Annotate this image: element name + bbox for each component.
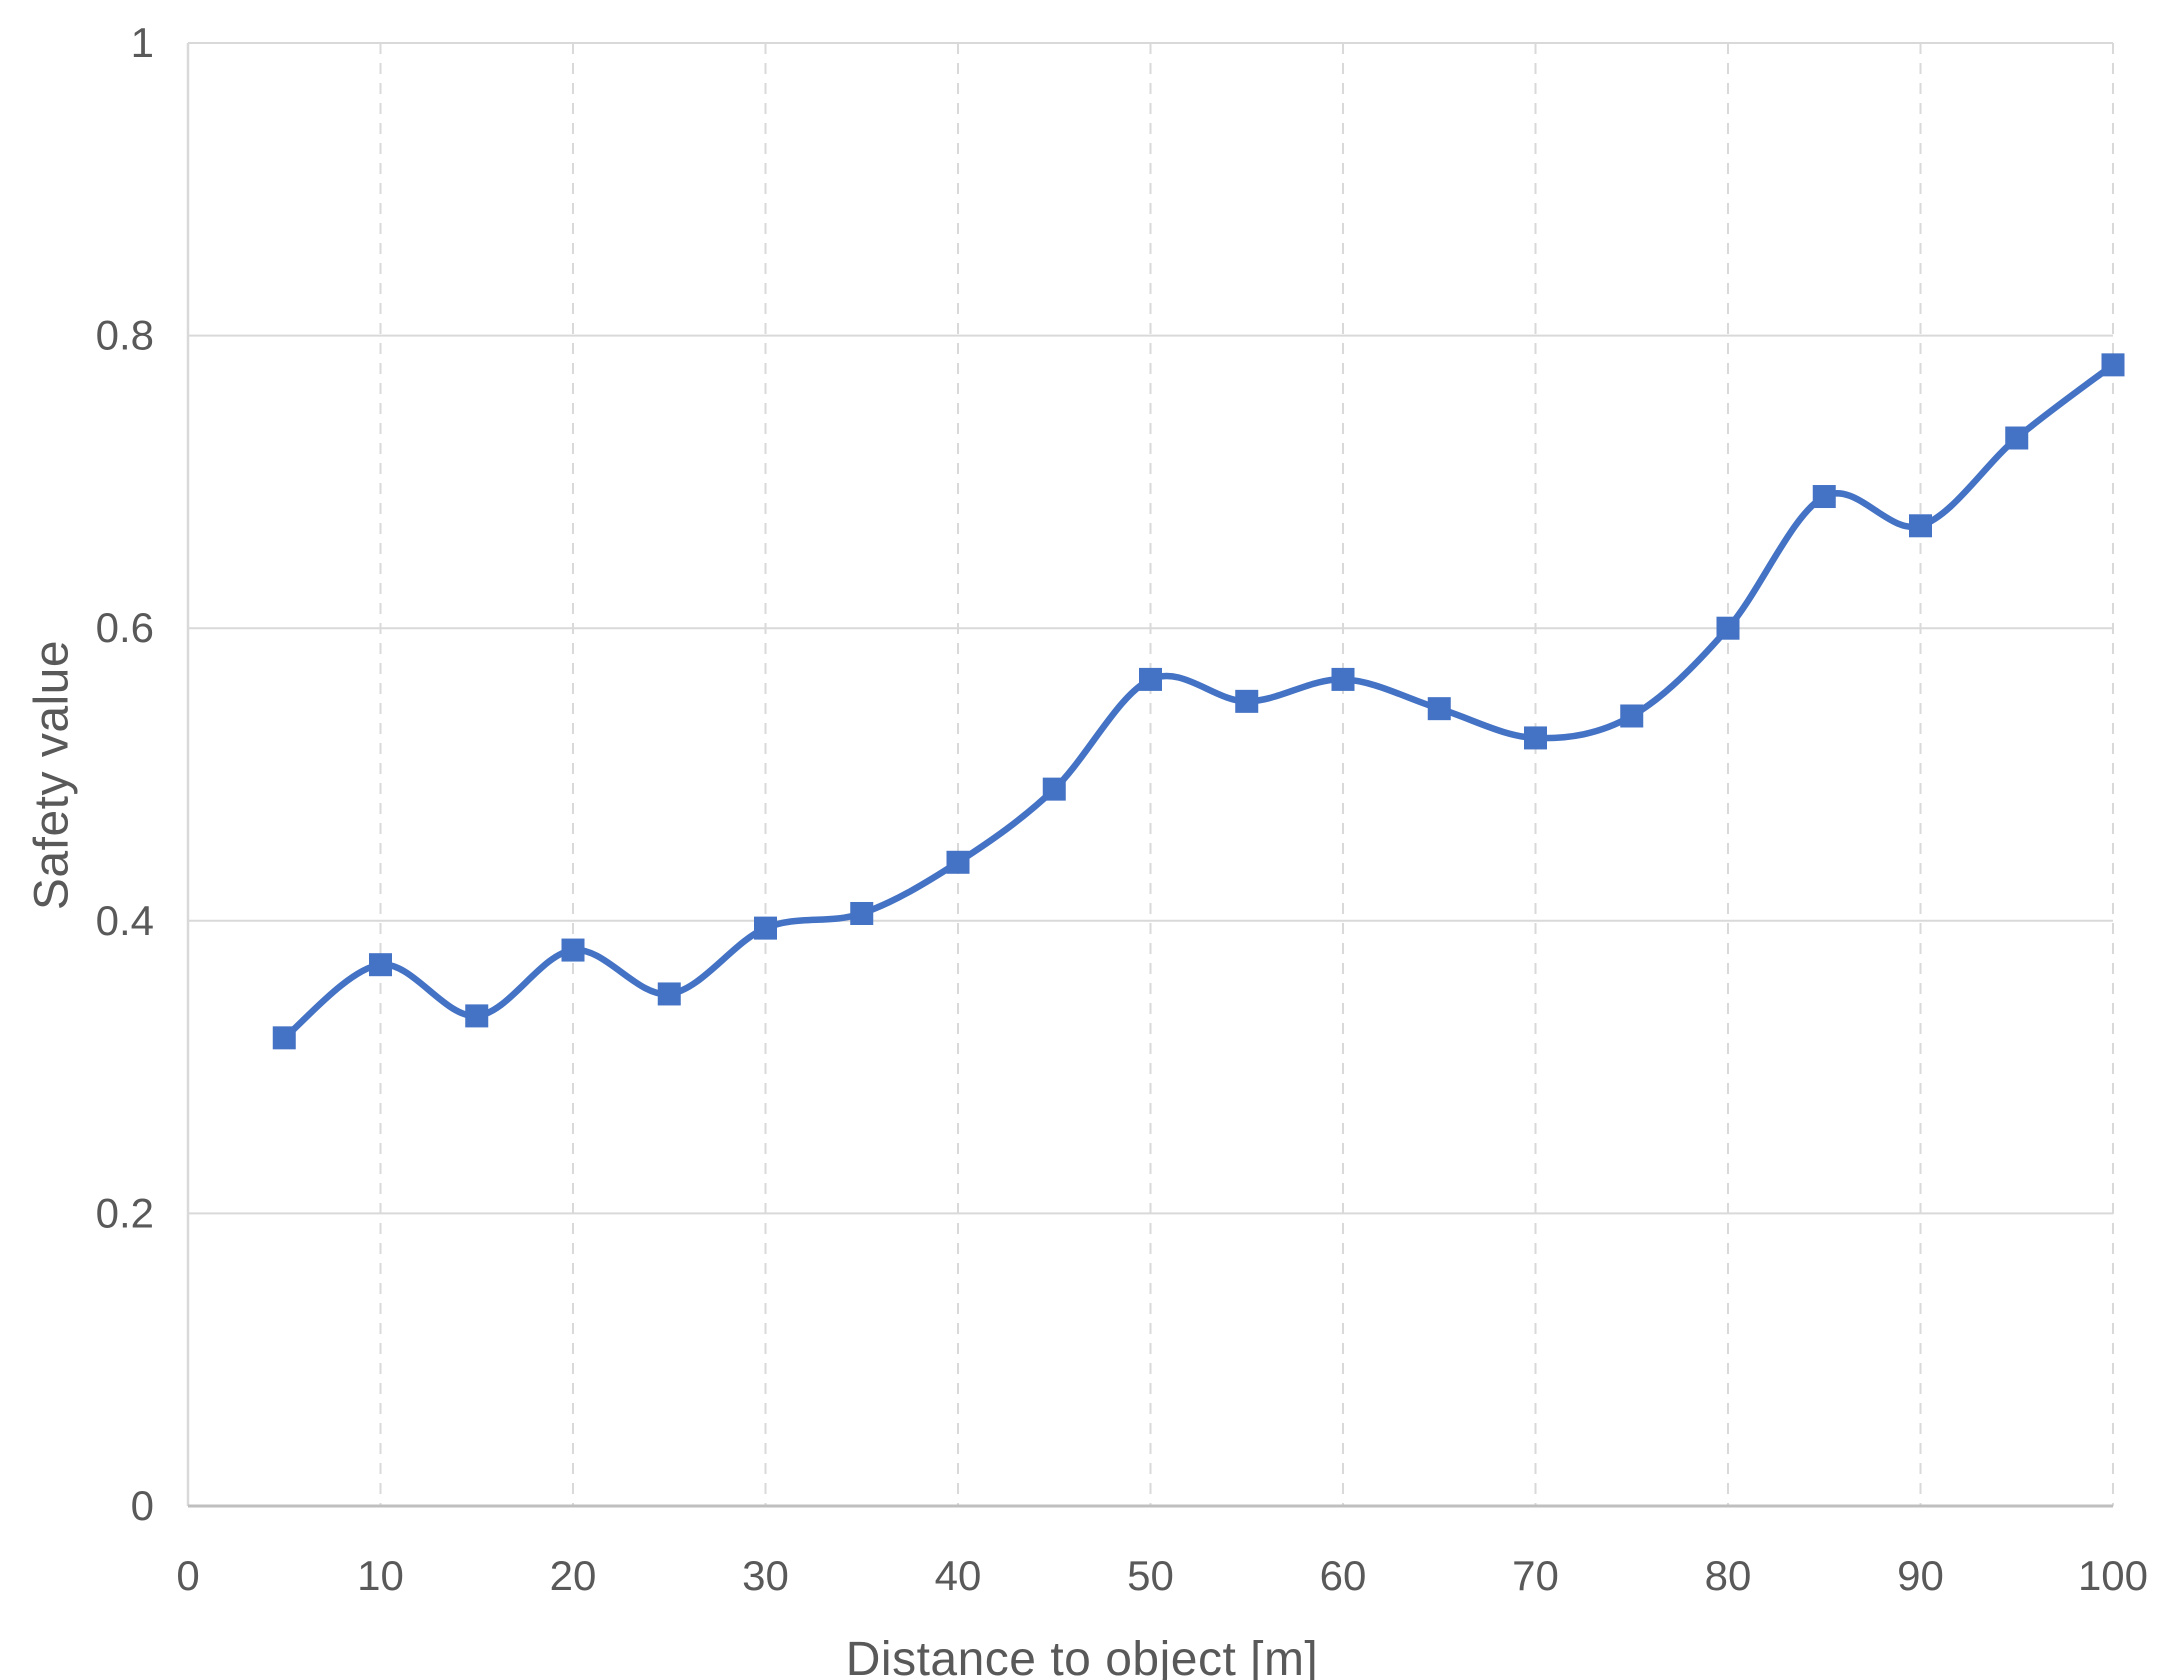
x-tick-label: 10 bbox=[357, 1552, 404, 1599]
x-tick-label: 60 bbox=[1320, 1552, 1367, 1599]
data-point-marker bbox=[1716, 616, 1740, 640]
data-point-marker bbox=[1909, 514, 1932, 538]
gridlines bbox=[188, 42, 2114, 1506]
y-tick-label: 0.6 bbox=[96, 604, 154, 651]
tick-labels: 0 10 20 30 40 50 60 70 80 90 100 0 0.2 0.4 0.6 0.8 1 bbox=[96, 19, 2148, 1599]
x-tick-label: 100 bbox=[2078, 1552, 2148, 1599]
y-tick-label: 0.4 bbox=[96, 897, 154, 944]
series-line bbox=[281, 361, 2117, 1042]
x-tick-label: 0 bbox=[176, 1552, 199, 1599]
data-point-marker bbox=[272, 1026, 296, 1050]
y-tick-label: 0.8 bbox=[96, 312, 154, 359]
x-tick-label: 50 bbox=[1127, 1552, 1174, 1599]
x-tick-label: 20 bbox=[550, 1552, 597, 1599]
data-point-marker bbox=[1331, 667, 1355, 691]
x-tick-label: 30 bbox=[742, 1552, 789, 1599]
y-tick-label: 1 bbox=[131, 19, 154, 66]
data-point-marker bbox=[1042, 777, 1066, 801]
x-tick-label: 80 bbox=[1705, 1552, 1752, 1599]
x-tick-label: 40 bbox=[935, 1552, 982, 1599]
data-point-marker bbox=[946, 850, 970, 874]
data-point-marker bbox=[1427, 697, 1451, 721]
data-point-marker bbox=[1235, 689, 1259, 713]
data-point-marker bbox=[2005, 426, 2029, 450]
data-point-marker bbox=[2101, 353, 2125, 377]
data-point-marker bbox=[1524, 726, 1547, 750]
data-point-marker bbox=[754, 916, 777, 940]
data-point-marker bbox=[1812, 485, 1836, 509]
data-point-marker bbox=[657, 982, 681, 1006]
axis-lines bbox=[186, 43, 2113, 1508]
y-axis-title: Safety value bbox=[25, 639, 79, 911]
x-tick-label: 90 bbox=[1897, 1552, 1944, 1599]
data-point-marker bbox=[850, 901, 874, 925]
data-point-marker bbox=[1139, 667, 1162, 691]
y-tick-label: 0.2 bbox=[96, 1189, 154, 1236]
data-point-marker bbox=[1620, 704, 1644, 728]
series-safety-value bbox=[272, 353, 2125, 1050]
data-point-marker bbox=[369, 953, 392, 977]
x-tick-label: 70 bbox=[1512, 1552, 1559, 1599]
y-tick-label: 0 bbox=[131, 1482, 154, 1529]
data-point-marker bbox=[561, 938, 585, 962]
data-point-marker bbox=[465, 1004, 489, 1028]
x-axis-title: Distance to object [m] bbox=[845, 1633, 1319, 1680]
